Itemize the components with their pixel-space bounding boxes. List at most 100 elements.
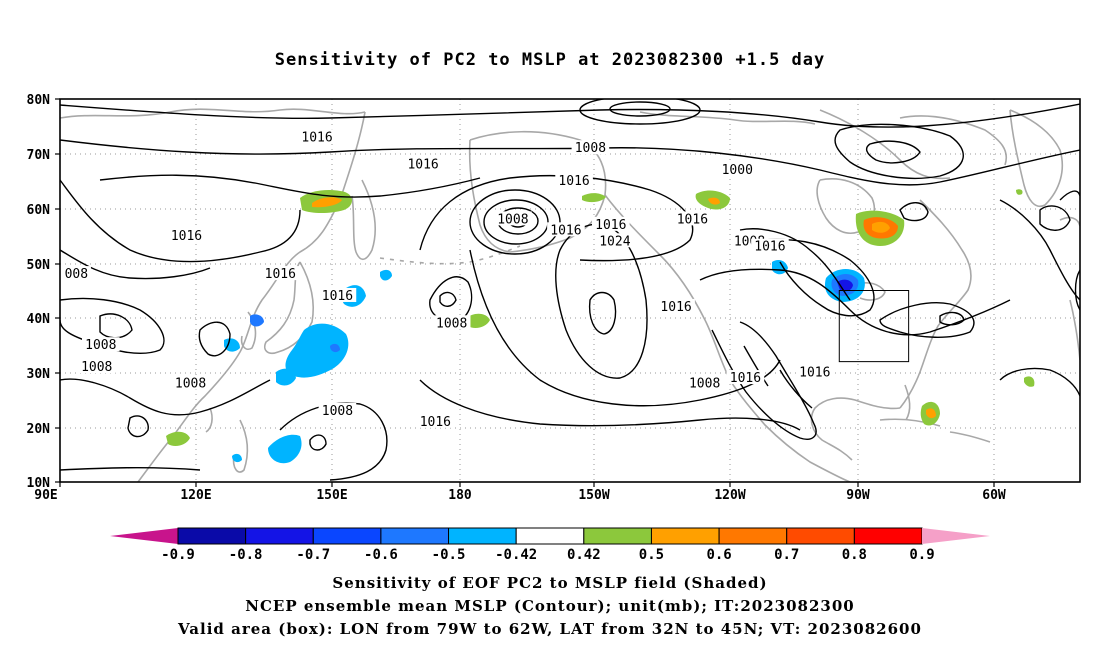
colorbar-label: -0.7 <box>296 547 330 563</box>
map-title: Sensitivity of PC2 to MSLP at 2023082300… <box>274 50 826 70</box>
colorbar: -0.9 -0.8 -0.7 -0.6 -0.5 -0.42 0.42 0.5 0.6 0.7 0.… <box>110 527 990 563</box>
lat-label: 80N <box>27 93 51 108</box>
sens-patch <box>380 269 392 281</box>
caption-contour: NCEP ensemble mean MSLP (Contour); unit(… <box>245 597 855 615</box>
contour-label: 1016 <box>677 212 708 227</box>
sens-patch <box>1016 189 1023 195</box>
valid-area-box <box>838 290 910 363</box>
lon-label: 90E <box>34 488 57 503</box>
contour-label-bg <box>82 337 120 352</box>
colorbar-label: -0.9 <box>161 547 195 563</box>
sens-patch <box>1024 376 1035 387</box>
lon-label: 120W <box>714 488 745 503</box>
sens-patch <box>872 221 890 233</box>
colorbar-low-triangle <box>110 528 178 544</box>
contour-label: 008 <box>65 267 88 282</box>
contour-label-bg <box>416 413 455 428</box>
sens-patch <box>268 434 302 464</box>
contour-label-bg <box>673 211 712 226</box>
contour-label-bg <box>167 227 206 242</box>
lon-label: 60W <box>982 488 1006 503</box>
contour-label: 1016 <box>595 218 626 233</box>
colorbar-label: -0.5 <box>432 547 466 563</box>
contour-label: 1008 <box>322 404 353 419</box>
contour-labels: 1016100810161016101610161008101610161024… <box>61 129 834 430</box>
colorbar-swatch <box>718 527 788 545</box>
contour-label: 1024 <box>599 234 630 249</box>
sens-patch <box>582 193 606 203</box>
contour-label: 1016 <box>550 223 581 238</box>
colorbar-swatch <box>380 527 450 545</box>
contour-label-bg <box>718 162 757 177</box>
contour-label-bg <box>318 402 357 417</box>
lat-label: 70N <box>27 148 51 163</box>
sens-patch <box>285 323 349 378</box>
contour-label-bg <box>61 266 91 281</box>
colorbar-swatch <box>583 527 652 545</box>
contour-label: 1008 <box>436 316 467 331</box>
lat-label: 30N <box>27 367 51 382</box>
contour-label-bg <box>685 375 724 390</box>
lon-label: 150E <box>316 488 347 503</box>
lat-label: 60N <box>27 203 51 218</box>
lat-label: 20N <box>27 422 51 437</box>
contour-label: 1008 <box>175 377 206 392</box>
lat-labels: 80N 70N 60N 50N 40N 30N 20N 10N <box>27 93 51 491</box>
contour-label-bg <box>547 222 585 237</box>
lon-label: 180 <box>448 488 472 503</box>
contour-label-bg <box>726 370 765 385</box>
colorbar-swatch <box>515 527 585 545</box>
lon-label: 150W <box>578 488 609 503</box>
contour-label-bg <box>592 216 630 231</box>
contour-label: 1008 <box>85 338 116 353</box>
contour-label: 1016 <box>558 174 589 189</box>
sens-patch <box>926 408 936 419</box>
sens-patch <box>330 343 340 353</box>
sens-patch <box>708 197 720 205</box>
contour-label: 1000 <box>722 163 753 178</box>
contour-label: 1016 <box>754 240 785 255</box>
plot-frame <box>59 98 1081 483</box>
contour-label-bg <box>432 315 471 330</box>
contour-label: 1016 <box>799 366 830 381</box>
lat-label: 40N <box>27 312 51 327</box>
colorbar-swatch <box>448 527 517 545</box>
colorbar-label: 0.42 <box>567 547 601 563</box>
contour-label: 1016 <box>660 300 691 315</box>
sens-patch <box>276 368 296 386</box>
contour-label-bg <box>796 364 834 379</box>
contour-label-bg <box>404 156 442 171</box>
lat-label: 50N <box>27 258 51 273</box>
contour-label: 1016 <box>322 289 353 304</box>
contour-label-bg <box>318 287 357 302</box>
contour-label: 1016 <box>407 158 438 173</box>
contour-label-bg <box>261 266 300 281</box>
colorbar-label: -0.8 <box>229 547 263 563</box>
sens-patch <box>166 431 190 446</box>
contour-label: 1016 <box>171 229 202 244</box>
colorbar-label: 0.6 <box>706 547 731 563</box>
colorbar-swatch <box>312 527 382 545</box>
contour-label-bg <box>571 140 610 155</box>
contour-label-bg <box>751 238 789 253</box>
colorbar-label: 0.7 <box>774 547 799 563</box>
contour-label-bg <box>171 375 210 390</box>
caption-valid-area: Valid area (box): LON from 79W to 62W, L… <box>178 620 922 638</box>
caption-shading: Sensitivity of EOF PC2 to MSLP field (Sh… <box>332 574 768 592</box>
lon-label: 90W <box>846 488 870 503</box>
colorbar-label: -0.6 <box>364 547 398 563</box>
sens-patch <box>232 453 242 463</box>
colorbar-label: 0.5 <box>639 547 664 563</box>
colorbar-swatch <box>650 527 720 545</box>
colorbar-swatch <box>245 527 314 545</box>
colorbar-swatch <box>853 527 923 545</box>
contour-label-bg <box>555 173 593 188</box>
contour-label-bg <box>494 211 532 226</box>
contour-label: 1008 <box>575 141 606 156</box>
contour-label-bg <box>596 233 634 248</box>
contour-label: 1016 <box>265 267 296 282</box>
colorbar-label: 0.9 <box>909 547 934 563</box>
lon-labels: 90E 120E 150E 180 150W 120W 90W 60W <box>34 488 1006 503</box>
contour-label: 1008 <box>689 377 720 392</box>
contour-label: 1016 <box>301 130 332 145</box>
